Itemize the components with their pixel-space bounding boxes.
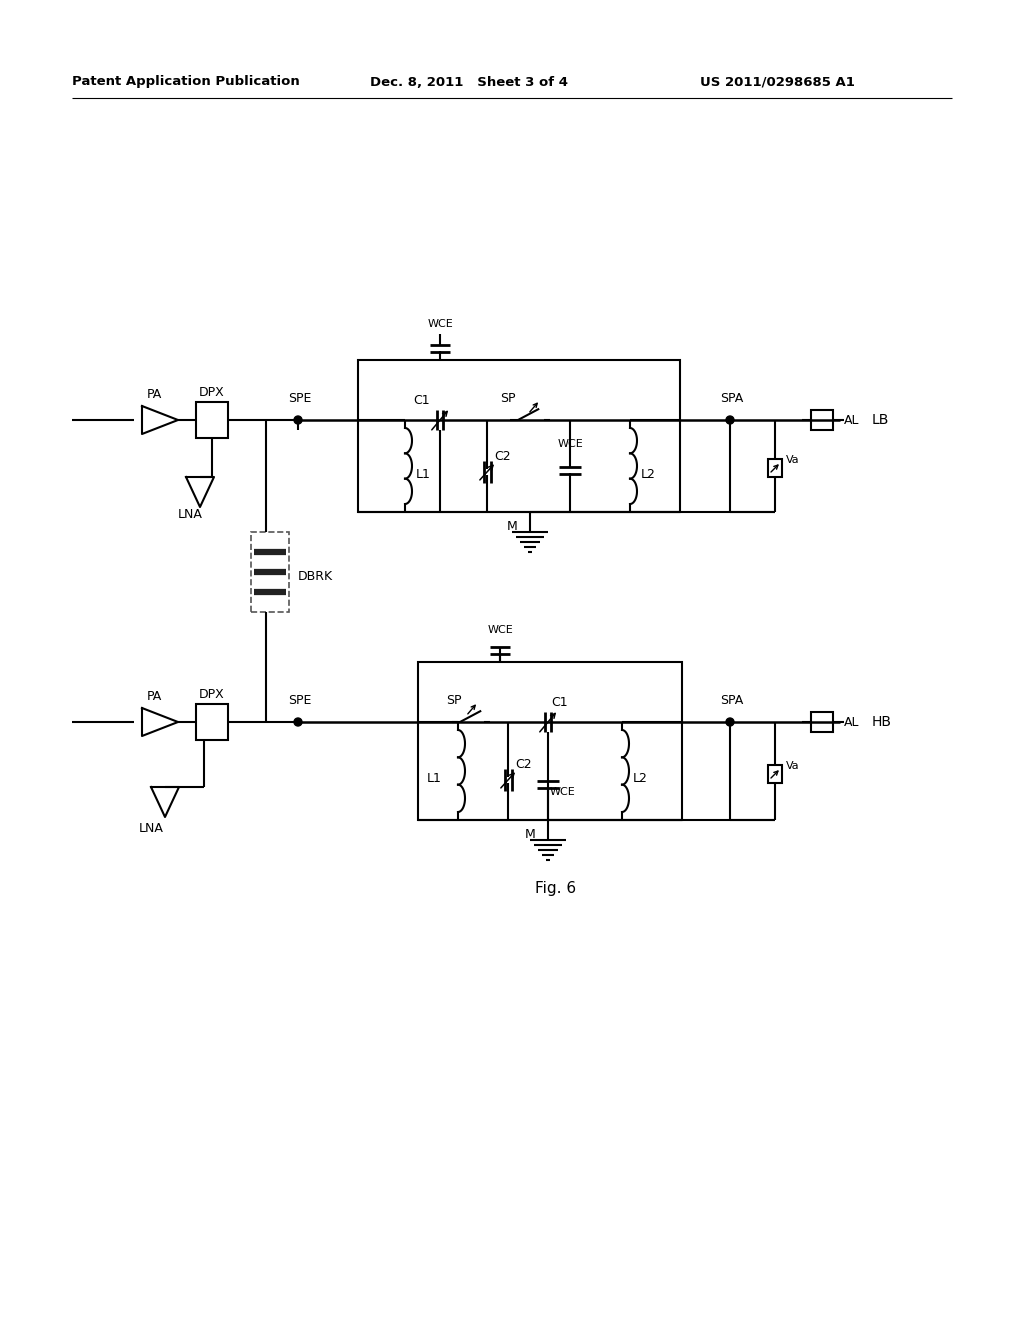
Circle shape [726,718,734,726]
Text: SPE: SPE [289,392,311,404]
Text: WCE: WCE [549,787,574,797]
Text: C1: C1 [414,393,430,407]
Text: DPX: DPX [199,385,225,399]
Text: PA: PA [146,388,162,400]
Text: US 2011/0298685 A1: US 2011/0298685 A1 [700,75,855,88]
Text: Va: Va [786,762,800,771]
Bar [811,711,833,733]
Text: SP: SP [501,392,516,404]
Text: SPA: SPA [720,693,743,706]
Text: C1: C1 [552,696,568,709]
Text: SPE: SPE [289,693,311,706]
Text: WCE: WCE [427,319,453,329]
Text: HB: HB [872,715,892,729]
Bar [811,411,833,430]
Bar [196,704,228,741]
Text: L2: L2 [633,772,647,785]
Bar [196,403,228,438]
Circle shape [294,416,302,424]
Text: SPA: SPA [720,392,743,404]
Text: LB: LB [872,413,890,426]
Text: LNA: LNA [178,508,203,521]
Bar [358,360,680,512]
Text: L1: L1 [427,772,441,785]
Text: C2: C2 [516,758,532,771]
Text: L1: L1 [416,467,430,480]
Text: Va: Va [786,455,800,465]
Text: DBRK: DBRK [298,570,333,583]
Text: Dec. 8, 2011   Sheet 3 of 4: Dec. 8, 2011 Sheet 3 of 4 [370,75,568,88]
Text: SP: SP [446,693,462,706]
Text: AL: AL [844,715,860,729]
Text: DPX: DPX [199,688,225,701]
Bar [768,766,782,783]
Text: Fig. 6: Fig. 6 [536,880,577,895]
Text: WCE: WCE [557,440,583,449]
Text: C2: C2 [495,450,511,462]
Bar [418,663,682,820]
Circle shape [726,416,734,424]
Text: PA: PA [146,689,162,702]
Text: Patent Application Publication: Patent Application Publication [72,75,300,88]
Text: L2: L2 [641,467,655,480]
Text: M: M [524,828,536,841]
Bar [251,532,289,612]
Bar [768,459,782,477]
Text: WCE: WCE [487,624,513,635]
Text: M: M [507,520,517,532]
Circle shape [294,718,302,726]
Text: AL: AL [844,413,860,426]
Text: LNA: LNA [138,821,164,834]
